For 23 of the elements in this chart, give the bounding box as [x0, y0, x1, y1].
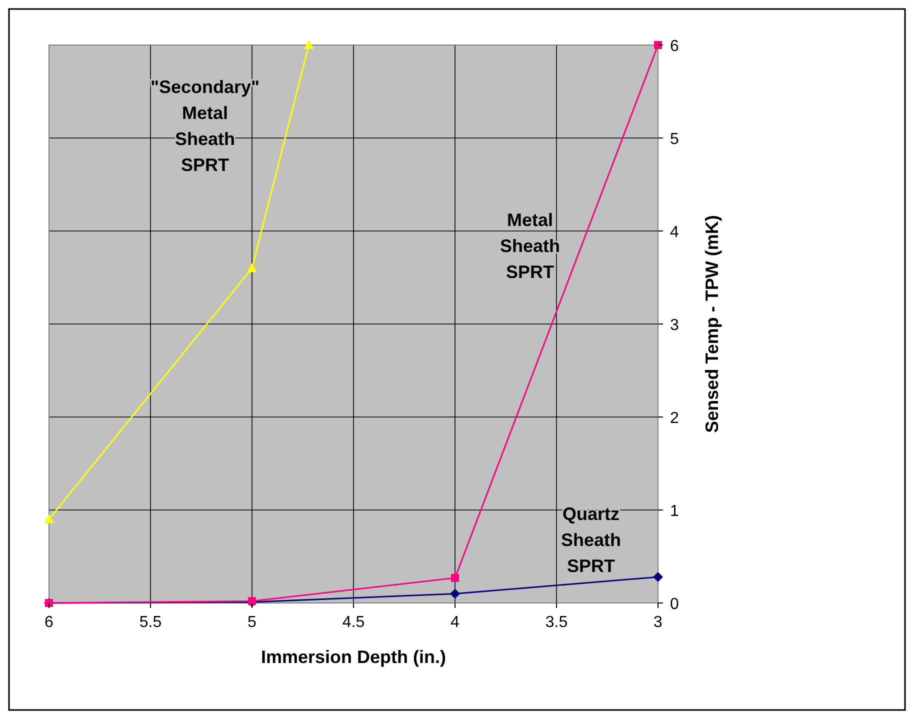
y-axis-title: Sensed Temp - TPW (mK) — [702, 215, 722, 433]
y-tick-label: 0 — [670, 596, 679, 613]
point — [653, 572, 663, 582]
point — [44, 514, 54, 524]
y-tick-label: 4 — [670, 224, 679, 241]
y-tick-label: 5 — [670, 131, 679, 148]
x-tick-label: 4.5 — [342, 614, 365, 631]
y-tick-label: 2 — [670, 410, 679, 427]
point — [247, 263, 257, 272]
point — [654, 41, 662, 49]
x-tick-label: 5 — [248, 614, 257, 631]
y-tick-label: 1 — [670, 503, 679, 520]
x-tick-label: 3.5 — [545, 614, 568, 631]
x-tick-label: 3 — [654, 614, 663, 631]
y-tick-label: 3 — [670, 317, 679, 334]
x-tick-label: 6 — [44, 614, 54, 631]
y-tick-label: 6 — [670, 38, 679, 55]
point — [451, 574, 459, 582]
point — [450, 588, 460, 599]
x-tick-label: 5.5 — [139, 614, 162, 631]
point — [304, 40, 314, 49]
x-axis-title: Immersion Depth (in.) — [260, 647, 446, 667]
x-tick-label: 4 — [450, 614, 460, 631]
